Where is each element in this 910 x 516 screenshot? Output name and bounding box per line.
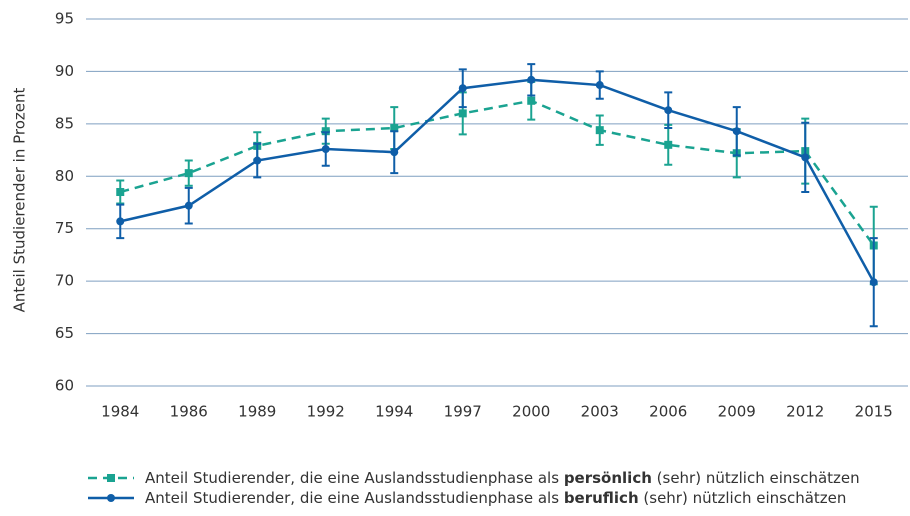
marker: [321, 145, 330, 154]
legend-emphasis: persönlich: [564, 469, 652, 487]
legend-text: (sehr) nützlich einschätzen: [639, 489, 847, 507]
y-tick-label: 70: [55, 272, 74, 290]
x-tick-label: 1992: [307, 403, 345, 421]
y-tick-label: 80: [55, 167, 74, 185]
x-tick-label: 1986: [170, 403, 208, 421]
series-line: [119, 78, 875, 283]
x-tick-label: 1989: [238, 403, 276, 421]
y-tick-label: 75: [55, 219, 74, 237]
legend-text: (sehr) nützlich einschätzen: [652, 469, 860, 487]
x-tick-label: 2015: [855, 403, 893, 421]
marker: [595, 126, 604, 135]
legend-text: Anteil Studierender, die eine Auslandsst…: [145, 489, 564, 507]
marker: [801, 153, 810, 162]
marker: [527, 96, 536, 105]
marker: [184, 169, 193, 178]
legend-marker: [107, 494, 115, 502]
legend-emphasis: beruflich: [564, 489, 639, 507]
x-tick-label: 2000: [512, 403, 550, 421]
legend-marker: [107, 474, 115, 482]
marker: [869, 278, 878, 287]
marker: [458, 109, 467, 118]
y-axis-label: Anteil Studierender in Prozent: [11, 87, 29, 312]
legend-label: Anteil Studierender, die eine Auslandsst…: [145, 469, 860, 487]
legend-label: Anteil Studierender, die eine Auslandsst…: [145, 489, 846, 507]
y-tick-label: 95: [55, 10, 74, 28]
y-tick-label: 85: [55, 114, 74, 132]
marker: [664, 106, 673, 115]
marker: [184, 201, 193, 210]
x-tick-label: 2009: [718, 403, 756, 421]
marker: [664, 140, 673, 149]
legend-text: Anteil Studierender, die eine Auslandsst…: [145, 469, 564, 487]
x-tick-label: 2012: [786, 403, 824, 421]
marker: [595, 81, 604, 90]
x-tick-label: 2003: [581, 403, 619, 421]
marker: [527, 75, 536, 84]
y-tick-label: 90: [55, 62, 74, 80]
marker: [116, 188, 125, 197]
marker: [390, 124, 399, 133]
y-tick-label: 65: [55, 324, 74, 342]
x-tick-label: 1994: [375, 403, 413, 421]
x-tick-label: 2006: [649, 403, 687, 421]
x-tick-label: 1997: [444, 403, 482, 421]
marker: [390, 148, 399, 157]
series-line: [119, 99, 875, 247]
marker: [253, 156, 262, 165]
marker: [321, 127, 330, 136]
marker: [732, 127, 741, 136]
y-tick-label: 60: [55, 377, 74, 395]
marker: [458, 84, 467, 93]
marker: [116, 217, 125, 226]
x-tick-label: 1984: [101, 403, 139, 421]
